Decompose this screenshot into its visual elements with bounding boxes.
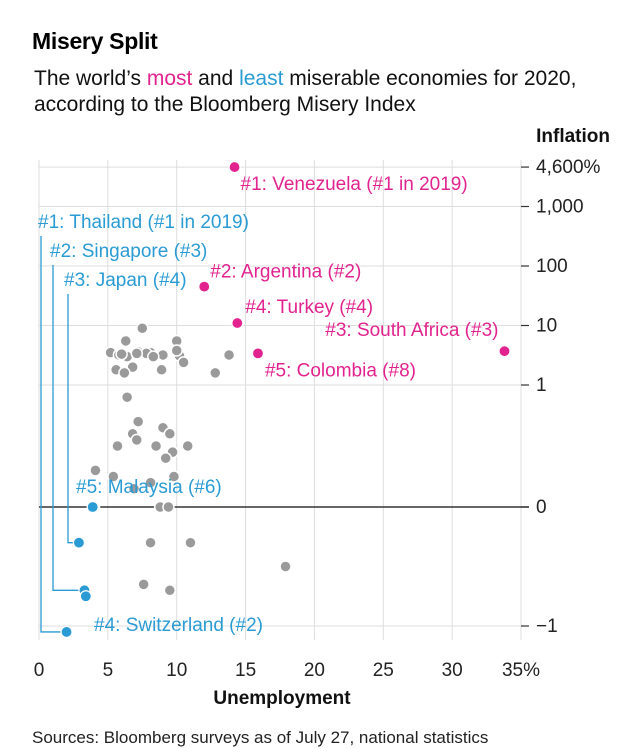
most-miserable-point: [198, 280, 211, 293]
other-economy-point: [170, 344, 183, 357]
other-economy-point: [147, 350, 160, 363]
chart-subtitle: The world’s most and least miserable eco…: [34, 66, 614, 118]
x-tick-label: 5: [103, 660, 114, 681]
other-economy-point: [130, 433, 144, 447]
other-economy-point: [167, 470, 181, 483]
y-tick-label: 10: [536, 316, 557, 337]
other-economy-point: [163, 427, 177, 441]
x-tick-label: 10: [166, 660, 187, 681]
y-tick-label: 0: [536, 497, 547, 518]
least-miserable-point: [79, 590, 92, 603]
other-economy-point: [137, 578, 150, 591]
least-miserable-label: #5: Malaysia (#6): [76, 477, 222, 498]
least-miserable-label: #2: Singapore (#3): [50, 241, 207, 262]
other-economy-point: [131, 415, 145, 428]
other-economy-point: [209, 366, 222, 380]
other-economy-point: [155, 363, 168, 377]
least-miserable-leader-line: [40, 236, 67, 633]
grid-layer: [38, 160, 522, 640]
other-economy-point: [89, 464, 102, 477]
most-miserable-point: [251, 347, 265, 360]
least-miserable-point: [86, 500, 99, 514]
y-tick-label: 1: [536, 375, 547, 396]
subtitle-most-highlight: most: [146, 67, 193, 90]
least-miserable-label: #1: Thailand (#1 in 2019): [38, 212, 249, 233]
y-tick-label: 100: [536, 256, 568, 277]
subtitle-text-before: The world’s: [34, 67, 147, 90]
most-miserable-point: [231, 316, 244, 330]
other-economy-point: [144, 536, 157, 549]
other-economy-point: [127, 482, 141, 495]
label-layer: #1: Venezuela (#1 in 2019) #2: Argentina …: [38, 174, 498, 636]
least-miserable-point: [72, 536, 86, 549]
least-miserable-point: [60, 625, 73, 639]
subtitle-text-middle: and: [192, 67, 240, 90]
other-economy-point: [279, 560, 292, 573]
x-tick-label: 35%: [502, 660, 540, 681]
x-tick-label: 25: [373, 660, 394, 681]
other-economy-point: [118, 366, 131, 380]
most-miserable-point: [498, 345, 511, 358]
most-miserable-label: #1: Venezuela (#1 in 2019): [241, 174, 468, 195]
other-economy-point: [184, 536, 197, 549]
subtitle-text-after: miserable economies for 2020, according …: [34, 67, 577, 116]
x-tick-label: 30: [442, 660, 463, 681]
other-economy-point: [181, 439, 194, 453]
other-economy-point: [136, 321, 149, 335]
least-miserable-leader-line: [52, 265, 85, 591]
source-note: Sources: Bloomberg surveys as of July 27…: [32, 728, 489, 747]
point-layer: [60, 160, 511, 639]
most-miserable-label: #3: South Africa (#3): [325, 320, 498, 341]
y-tick-label: −1: [536, 616, 558, 637]
y-tick-label: 4,600%: [536, 157, 601, 178]
other-economy-point: [144, 476, 157, 489]
most-miserable-point: [228, 160, 241, 174]
leader-layer: [40, 236, 85, 633]
other-economy-point: [149, 439, 163, 453]
subtitle-least-highlight: least: [239, 67, 284, 90]
other-economy-point: [115, 347, 128, 361]
y-axis-title: Inflation: [536, 126, 610, 147]
x-tick-label: 0: [34, 660, 45, 681]
least-miserable-label: #3: Japan (#4): [64, 270, 187, 291]
y-tick-label: 1,000: [536, 197, 584, 218]
most-miserable-label: #2: Argentina (#2): [210, 262, 361, 283]
x-tick-label: 15: [235, 660, 256, 681]
x-axis-title: Unemployment: [213, 688, 351, 709]
most-miserable-label: #5: Colombia (#8): [265, 360, 416, 381]
other-economy-point: [222, 348, 236, 362]
other-economy-point: [130, 347, 144, 360]
other-economy-point: [119, 334, 133, 348]
other-economy-point: [159, 451, 172, 465]
other-economy-point: [162, 500, 175, 514]
other-economy-point: [177, 356, 190, 369]
chart-title: Misery Split: [32, 28, 158, 54]
other-economy-point: [120, 390, 134, 404]
most-miserable-label: #4: Turkey (#4): [245, 297, 373, 318]
least-miserable-leader-line: [67, 294, 79, 544]
x-tick-label: 20: [304, 660, 325, 681]
other-economy-point: [126, 360, 139, 374]
other-economy-point: [107, 470, 120, 483]
least-miserable-label: #4: Switzerland (#2): [94, 615, 263, 636]
other-economy-point: [111, 439, 124, 453]
other-economy-point: [163, 584, 177, 597]
axis-layer: 0 5 10 15 20 25 30 35%4,600%1,0001001010−1Unemp…: [34, 126, 610, 709]
